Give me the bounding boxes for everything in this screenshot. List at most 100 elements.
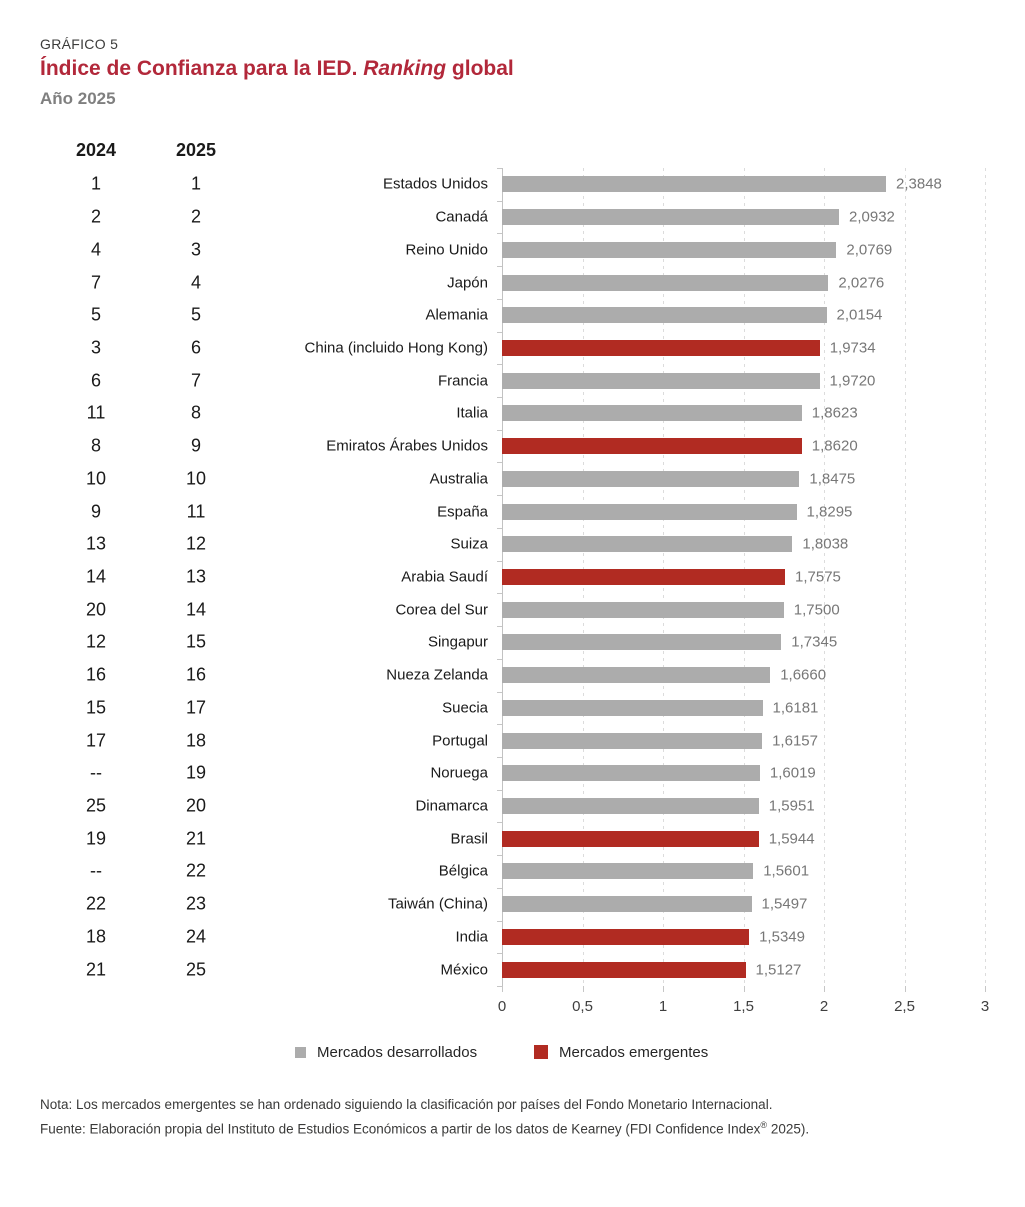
chart-subtitle: Año 2025 (40, 89, 116, 108)
rank-2025: 23 (185, 893, 207, 914)
chart-row: 3 6 China (incluido Hong Kong) 1,9734 (0, 332, 1025, 365)
chart-row: 7 4 Japón 2,0276 (0, 266, 1025, 299)
bar-emerging (502, 830, 759, 847)
axis-tick (904, 986, 906, 992)
rank-2025: 22 (185, 860, 207, 881)
rank-2024: 1 (90, 173, 101, 194)
bar-developed (502, 176, 886, 193)
chart-row: 15 17 Suecia 1,6181 (0, 692, 1025, 725)
axis-tick (824, 986, 825, 992)
row-tick (497, 855, 502, 857)
x-tick-label: 0,5 (572, 998, 593, 1015)
country-label: Singapur (427, 633, 488, 651)
rank-2024: 12 (85, 631, 107, 652)
axis-tick (663, 986, 664, 992)
bar-value-label: 1,5951 (768, 797, 815, 815)
chart-row: 5 5 Alemania 2,0154 (0, 299, 1025, 332)
chart-row: 14 13 Arabia Saudí 1,7575 (0, 561, 1025, 594)
row-tick (497, 593, 502, 595)
bar-developed (502, 372, 820, 389)
bar-value-label: 1,5349 (759, 928, 805, 946)
country-label: Italia (456, 404, 488, 422)
rank-2024: 21 (85, 959, 107, 980)
row-tick (497, 495, 502, 497)
bar-value-label: 1,6019 (769, 764, 816, 782)
row-tick (497, 266, 502, 268)
bar-developed (502, 503, 797, 520)
row-tick (497, 887, 502, 889)
row-tick (497, 691, 502, 693)
x-tick-label: 2 (819, 998, 829, 1015)
rank-2025: 25 (185, 959, 207, 980)
chart-title-italic: Ranking (363, 57, 447, 80)
bar-emerging (502, 438, 802, 455)
row-tick (497, 626, 502, 628)
bar-value-label: 1,6181 (772, 699, 819, 717)
source-line: Fuente: Elaboración propia del Instituto… (40, 1120, 810, 1137)
gridline (904, 168, 906, 986)
x-tick-label: 1,5 (733, 998, 754, 1015)
rank-2024: 17 (85, 730, 107, 751)
bar-value-label: 2,0932 (849, 208, 895, 226)
legend-label-developed: Mercados desarrollados (317, 1043, 478, 1061)
chart-row: -- 22 Bélgica 1,5601 (0, 855, 1025, 888)
gridline (824, 168, 825, 986)
rank-2024: 22 (85, 893, 107, 914)
rank-2025: 4 (190, 272, 201, 293)
rank-2025: 17 (185, 697, 207, 718)
chart-title-end: global (446, 57, 514, 80)
bar-developed (502, 470, 800, 487)
rank-2024: 18 (85, 926, 107, 947)
country-label: Estados Unidos (382, 175, 488, 193)
rank-2025: 16 (185, 664, 207, 685)
country-label: Arabia Saudí (401, 568, 488, 586)
chart-rows: 1 1 Estados Unidos 2,3848 2 2 Canadá 2,0932 4 3 Re… (0, 168, 1025, 986)
country-label: Taiwán (China) (387, 895, 488, 913)
rank-2025: 11 (186, 501, 206, 522)
country-label: Canadá (435, 208, 488, 226)
row-tick (497, 986, 502, 987)
bar-developed (502, 601, 784, 618)
bar-emerging (502, 928, 750, 945)
bar-value-label: 2,0769 (846, 241, 893, 259)
chart-row: 22 23 Taiwán (China) 1,5497 (0, 888, 1025, 921)
rank-2024: 11 (86, 402, 106, 423)
country-label: Nueza Zelanda (386, 666, 488, 684)
rank-2025: 5 (190, 304, 201, 325)
rank-2025: 24 (185, 926, 207, 947)
chart-row: 16 16 Nueza Zelanda 1,6660 (0, 659, 1025, 692)
rank-2024: 25 (85, 795, 107, 816)
country-label: Suiza (450, 535, 488, 553)
row-tick (497, 397, 502, 399)
rank-2025: 10 (185, 468, 207, 489)
bar-developed (502, 209, 839, 226)
row-tick (497, 822, 502, 824)
rank-2025: 8 (190, 402, 201, 423)
rank-2024: 15 (85, 697, 107, 718)
x-tick-label: 3 (980, 998, 990, 1015)
chart-row: 9 11 España 1,8295 (0, 495, 1025, 528)
column-header-2024: 2024 (75, 140, 117, 160)
chart-row: 2 2 Canadá 2,0932 (0, 201, 1025, 234)
row-tick (497, 168, 502, 169)
bar-value-label: 1,5127 (755, 961, 802, 979)
country-label: India (455, 928, 488, 946)
bar-value-label: 1,8623 (811, 404, 858, 422)
rank-2024: 14 (85, 566, 107, 587)
emerging-swatch-icon (534, 1045, 548, 1059)
country-label: Australia (429, 470, 488, 488)
bar-developed (502, 274, 829, 291)
rank-2024: 7 (90, 272, 101, 293)
rank-2025: 19 (185, 762, 207, 783)
bar-developed (502, 863, 754, 880)
rank-2024: 16 (85, 664, 107, 685)
bar-value-label: 1,7575 (795, 568, 841, 586)
country-label: Noruega (430, 764, 488, 782)
rank-2025: 21 (185, 828, 207, 849)
chart-row: 20 14 Corea del Sur 1,7500 (0, 593, 1025, 626)
row-tick (497, 331, 502, 333)
country-label: Brasil (450, 830, 488, 848)
bar-developed (502, 536, 793, 553)
bar-value-label: 1,9720 (829, 372, 876, 390)
